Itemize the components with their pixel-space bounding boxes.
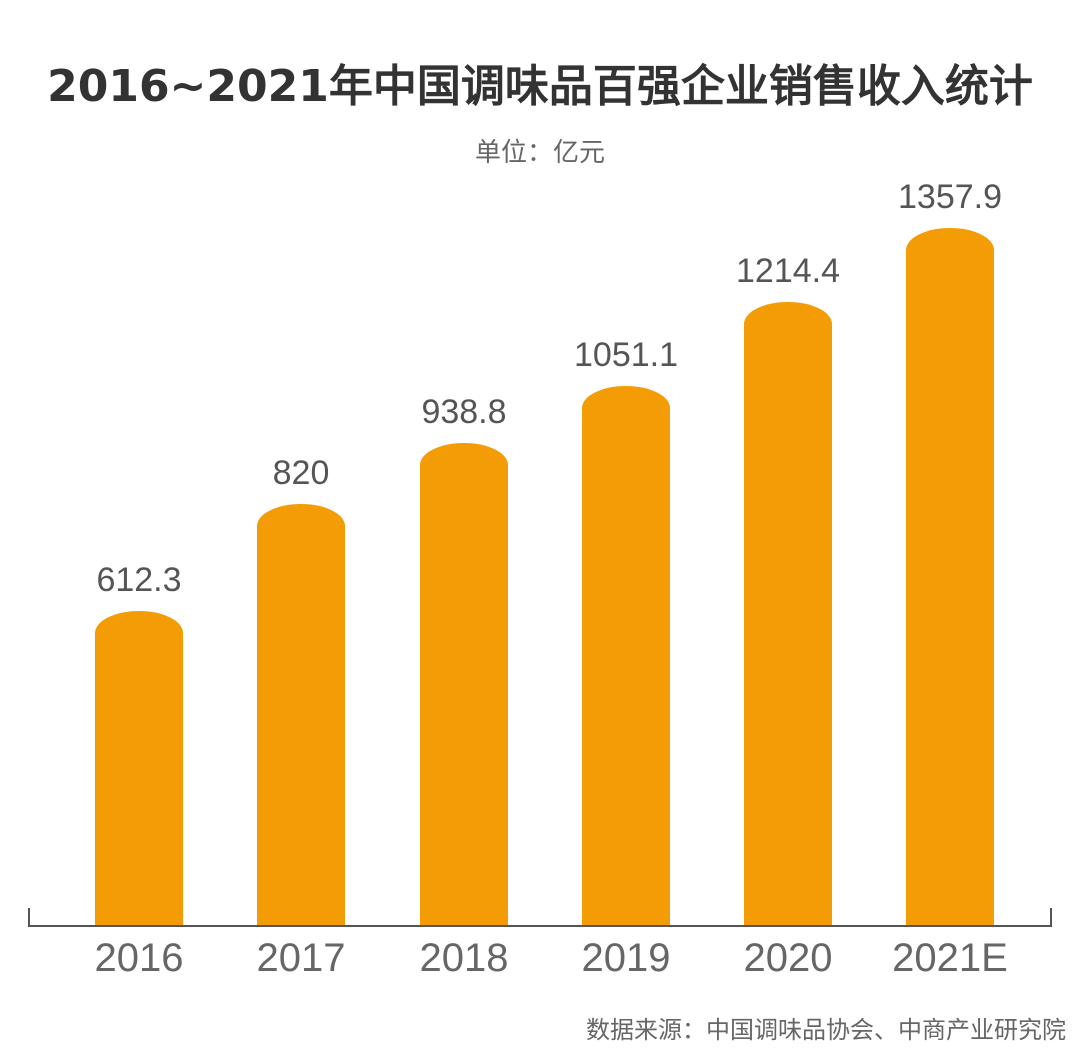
bar-2017 bbox=[257, 504, 345, 926]
value-label: 1214.4 bbox=[736, 251, 840, 290]
bar-2021E bbox=[906, 228, 994, 926]
x-axis-right-tick bbox=[1050, 908, 1052, 927]
chart-unit: 单位：亿元 bbox=[474, 138, 605, 168]
data-source: 数据来源：中国调味品协会、中商产业研究院 bbox=[586, 1016, 1066, 1044]
x-tick-label: 2017 bbox=[256, 936, 346, 980]
x-tick-label: 2016 bbox=[94, 936, 184, 980]
value-label: 820 bbox=[272, 454, 330, 493]
value-label: 612.3 bbox=[96, 561, 182, 600]
x-axis-left-tick bbox=[28, 908, 30, 927]
x-tick-label: 2021E bbox=[892, 936, 1008, 980]
value-label: 1357.9 bbox=[898, 178, 1002, 216]
value-label: 1051.1 bbox=[574, 335, 678, 374]
bar-2018 bbox=[420, 443, 508, 926]
value-label: 938.8 bbox=[421, 393, 507, 432]
x-axis-line bbox=[28, 925, 1052, 927]
chart-title: 2016~2021年中国调味品百强企业销售收入统计 bbox=[47, 61, 1033, 112]
bar-2016 bbox=[95, 611, 183, 926]
x-tick-label: 2020 bbox=[743, 936, 833, 980]
bar-2019 bbox=[582, 385, 670, 926]
x-tick-label: 2019 bbox=[581, 936, 671, 980]
x-tick-label: 2018 bbox=[419, 936, 509, 980]
bar-2020 bbox=[744, 301, 832, 926]
